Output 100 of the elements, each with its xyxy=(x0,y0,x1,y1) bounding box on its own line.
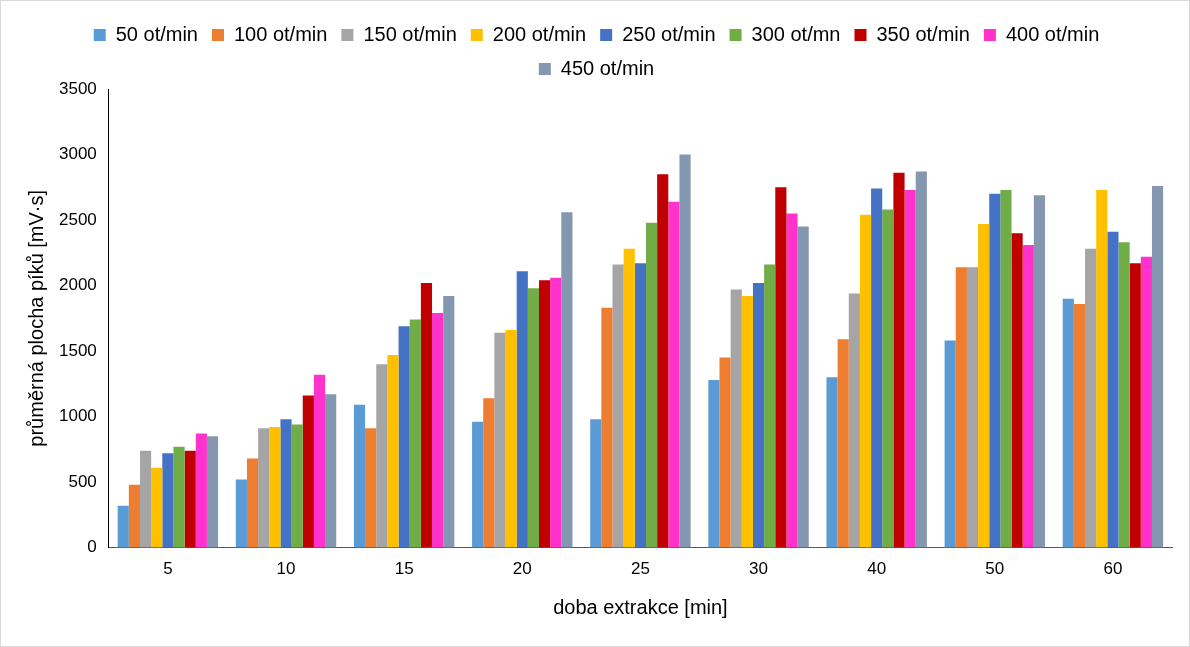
legend-label: 250 ot/min xyxy=(622,22,716,45)
bar xyxy=(1096,189,1108,548)
bar xyxy=(797,226,809,548)
bar xyxy=(539,280,551,548)
bar xyxy=(561,212,573,548)
x-tick-label: 40 xyxy=(867,559,887,579)
x-axis-title: doba extrakce [min] xyxy=(553,595,728,618)
bar xyxy=(206,436,219,548)
bar xyxy=(708,379,720,548)
bar xyxy=(612,264,624,548)
bar xyxy=(1085,248,1097,548)
y-tick-label: 0 xyxy=(87,537,97,557)
y-axis-title: průměrná plocha píků [mV·s] xyxy=(24,189,47,447)
bar xyxy=(550,277,562,548)
bar xyxy=(826,377,838,548)
y-tick-label: 1000 xyxy=(58,406,97,426)
bar xyxy=(741,296,753,548)
bar xyxy=(837,339,849,548)
bar xyxy=(420,282,433,548)
bar xyxy=(280,419,292,548)
legend-label: 300 ot/mn xyxy=(751,22,841,45)
bar xyxy=(871,188,883,548)
legend-label: 150 ot/min xyxy=(363,22,457,45)
bar xyxy=(432,313,444,548)
bar xyxy=(483,398,495,548)
bar xyxy=(775,187,787,548)
bar xyxy=(494,332,506,548)
x-tick-label: 60 xyxy=(1103,559,1123,579)
bar xyxy=(1022,244,1034,548)
x-tick-label: 10 xyxy=(276,559,296,579)
legend-label: 200 ot/min xyxy=(492,22,587,45)
bar xyxy=(1073,303,1086,548)
bar xyxy=(634,263,646,548)
bar xyxy=(848,293,860,548)
bar xyxy=(269,427,281,548)
bar xyxy=(291,424,303,548)
legend-label: 50 ot/min xyxy=(115,22,198,45)
bar xyxy=(128,484,140,548)
y-tick-label: 2000 xyxy=(58,275,97,295)
bar xyxy=(668,201,680,548)
bar xyxy=(978,223,990,548)
bar xyxy=(516,271,528,548)
bar xyxy=(893,172,905,548)
bar xyxy=(365,428,377,548)
x-tick-label: 15 xyxy=(394,559,414,579)
bar xyxy=(859,214,872,548)
bar xyxy=(313,374,326,548)
bar xyxy=(944,340,956,548)
legend-label: 400 ot/min xyxy=(1005,22,1100,45)
x-tick-label: 25 xyxy=(630,559,650,579)
bar xyxy=(472,421,484,548)
y-tick-label: 3000 xyxy=(58,144,97,164)
bar xyxy=(387,354,399,548)
legend-label: 350 ot/min xyxy=(876,22,970,45)
bar xyxy=(764,264,776,548)
bar xyxy=(904,189,916,548)
bar xyxy=(325,394,337,548)
bar xyxy=(398,326,410,548)
bar xyxy=(645,222,658,548)
bar xyxy=(719,357,731,548)
bar xyxy=(1011,233,1023,548)
bar xyxy=(527,288,540,548)
bar xyxy=(443,296,455,548)
bar xyxy=(752,282,765,548)
bar xyxy=(623,248,635,548)
bar xyxy=(162,453,174,548)
x-tick-label: 5 xyxy=(163,559,173,579)
bar xyxy=(1118,242,1130,548)
bar xyxy=(139,450,152,548)
bar xyxy=(1140,256,1152,548)
bar xyxy=(590,419,602,548)
bar xyxy=(786,213,798,548)
bar xyxy=(1151,185,1164,548)
y-tick-label: 3500 xyxy=(58,78,97,98)
bar xyxy=(915,171,927,548)
y-tick-label: 500 xyxy=(68,471,97,491)
legend-label: 100 ot/min xyxy=(233,22,328,45)
x-tick-label: 30 xyxy=(749,559,768,579)
bar xyxy=(1107,231,1119,548)
bar xyxy=(657,174,669,548)
bar xyxy=(505,330,517,548)
bar xyxy=(151,467,163,548)
bar xyxy=(117,505,129,548)
bar xyxy=(376,364,388,548)
bar xyxy=(258,428,270,548)
bar xyxy=(302,395,314,548)
bar xyxy=(235,479,247,548)
bar xyxy=(409,319,421,548)
bar xyxy=(989,193,1001,548)
bar xyxy=(1062,298,1074,548)
bar xyxy=(730,289,742,548)
bar xyxy=(1129,263,1141,548)
bar xyxy=(184,450,196,548)
bar xyxy=(195,433,207,548)
legend-label: 450 ot/min xyxy=(560,56,655,79)
bar xyxy=(679,154,691,548)
bar xyxy=(246,458,259,548)
bar xyxy=(882,209,894,548)
bar xyxy=(173,446,185,548)
bar xyxy=(1033,195,1046,548)
